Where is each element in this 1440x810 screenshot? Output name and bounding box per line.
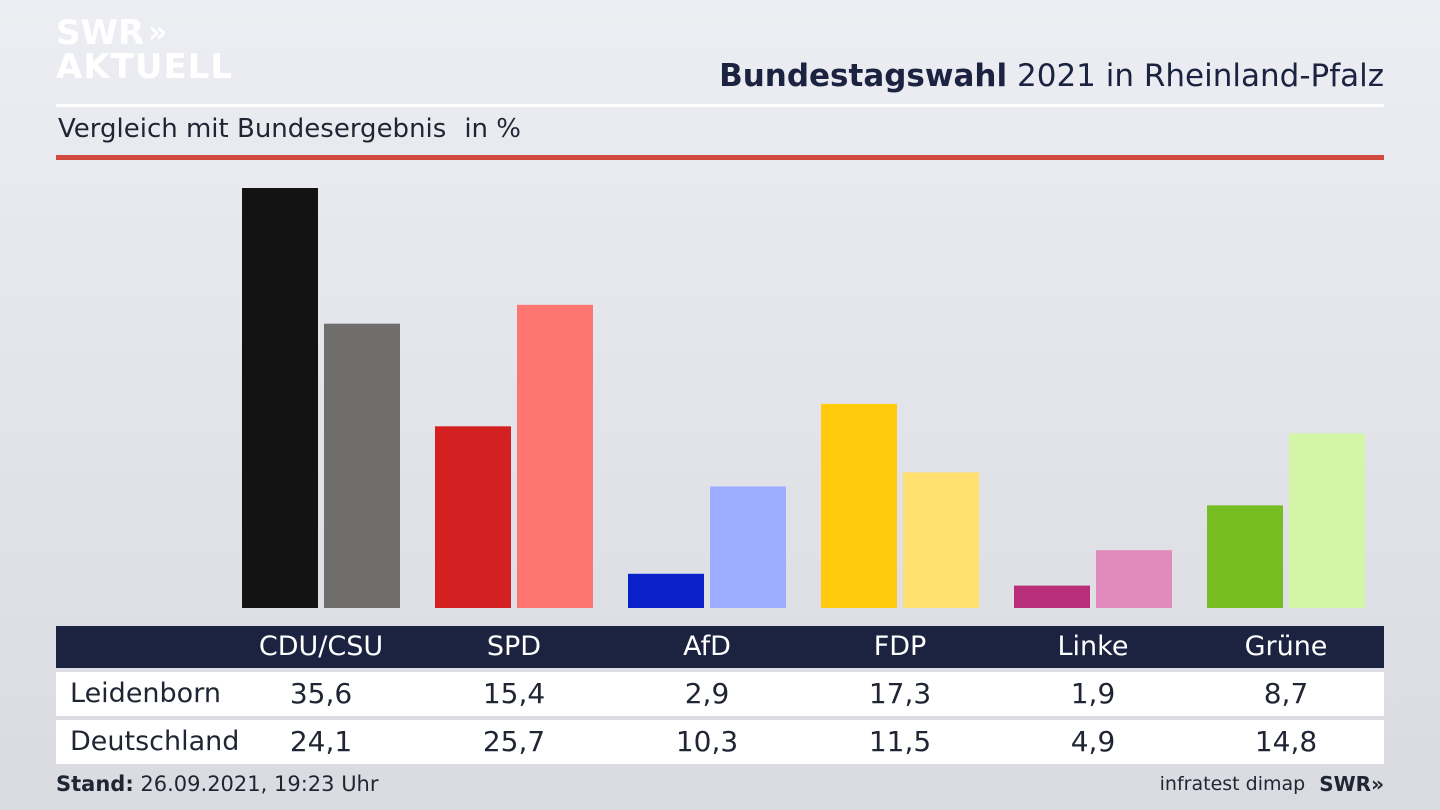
tick-label-spd: SPD xyxy=(486,631,542,662)
data-label-linke-leidenborn: 1,9 xyxy=(1070,677,1116,710)
data-label-gr-ne-deutschland: 14,8 xyxy=(1254,725,1318,758)
bar-afd-deutschland xyxy=(710,486,786,608)
bar-fdp-deutschland xyxy=(903,472,979,608)
title-rest: 2021 in Rheinland-Pfalz xyxy=(1017,58,1384,94)
tick-label-fdp: FDP xyxy=(873,631,927,662)
results-table: CDU/CSU SPD AfD FDP Linke Grüne Leidenborn 35,… xyxy=(56,626,1384,764)
data-label-linke-deutschland: 4,9 xyxy=(1070,725,1116,758)
logo-line1: SWR xyxy=(56,13,145,53)
data-label-afd-deutschland: 10,3 xyxy=(675,725,739,758)
data-label-spd-deutschland: 25,7 xyxy=(482,725,546,758)
swr-aktuell-logo: SWR» AKTUELL xyxy=(56,13,234,87)
title-bold: Bundestagswahl xyxy=(719,58,1008,94)
bar-gr-ne-leidenborn xyxy=(1207,505,1283,608)
table-row-national: Deutschland 24,1 25,7 10,3 11,5 4,9 14,8 xyxy=(56,720,1384,764)
stand-value: 26.09.2021, 19:23 Uhr xyxy=(140,772,379,796)
legend-deutschland: Deutschland xyxy=(70,726,240,757)
data-label-spd-leidenborn: 15,4 xyxy=(482,677,546,710)
tick-label-linke: Linke xyxy=(1057,631,1129,662)
tick-label-cdu-csu: CDU/CSU xyxy=(258,631,384,662)
source-credit: infratest dimap SWR» xyxy=(1160,772,1384,796)
data-label-fdp-leidenborn: 17,3 xyxy=(868,677,932,710)
bar-gr-ne-deutschland xyxy=(1289,433,1365,608)
bar-cdu-csu-deutschland xyxy=(324,323,400,608)
chart-subtitle: Vergleich mit Bundesergebnis in % xyxy=(58,114,521,144)
bar-linke-deutschland xyxy=(1096,550,1172,608)
source-label: infratest dimap xyxy=(1159,773,1306,795)
data-label-cdu-csu-leidenborn: 35,6 xyxy=(289,677,353,710)
table-header-row: CDU/CSU SPD AfD FDP Linke Grüne xyxy=(56,626,1384,668)
page-title: Bundestagswahl 2021 in Rheinland-Pfalz xyxy=(719,58,1384,94)
data-label-cdu-csu-deutschland: 24,1 xyxy=(289,725,353,758)
bar-afd-leidenborn xyxy=(628,573,704,608)
tick-label-afd: AfD xyxy=(683,631,731,662)
data-label-afd-leidenborn: 2,9 xyxy=(684,677,730,710)
bar-spd-deutschland xyxy=(517,304,593,608)
bar-fdp-leidenborn xyxy=(821,403,897,608)
tick-label-gr-ne: Grüne xyxy=(1244,631,1328,662)
subtitle-text: Vergleich mit Bundesergebnis xyxy=(58,114,447,144)
accent-divider xyxy=(56,155,1384,160)
stand-label: Stand: xyxy=(56,772,134,796)
header-divider xyxy=(56,104,1384,107)
data-label-fdp-deutschland: 11,5 xyxy=(868,725,932,758)
bar-spd-leidenborn xyxy=(435,426,511,608)
unit-label: in % xyxy=(464,114,521,144)
table-row-local: Leidenborn 35,6 15,4 2,9 17,3 1,9 8,7 xyxy=(56,672,1384,716)
bar-chart xyxy=(242,188,1365,608)
brand-label: SWR» xyxy=(1319,772,1384,796)
bar-linke-leidenborn xyxy=(1014,585,1090,608)
bar-cdu-csu-leidenborn xyxy=(242,188,318,608)
legend-leidenborn: Leidenborn xyxy=(70,678,221,709)
logo-line2: AKTUELL xyxy=(56,47,234,87)
data-label-gr-ne-leidenborn: 8,7 xyxy=(1263,677,1309,710)
timestamp: Stand: 26.09.2021, 19:23 Uhr xyxy=(56,772,379,796)
